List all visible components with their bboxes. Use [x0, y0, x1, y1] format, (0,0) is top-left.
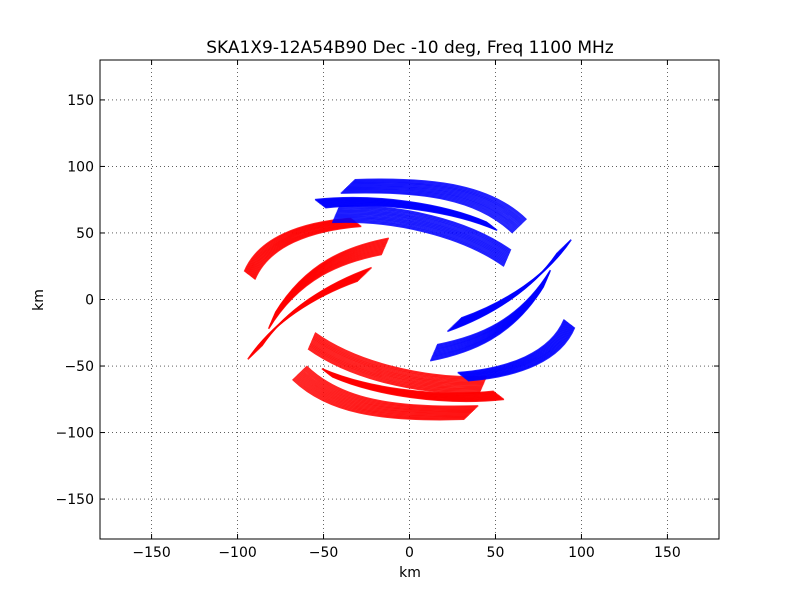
axis-ticks: [100, 60, 719, 539]
uv-track-arc: [436, 269, 552, 346]
y-tick-label: 0: [85, 293, 94, 309]
uv-track-arc: [337, 207, 511, 254]
uv-track-arc: [334, 216, 507, 262]
uv-track-arc: [338, 205, 512, 251]
y-tick-label: 150: [67, 93, 94, 109]
uv-track-arc: [309, 344, 482, 391]
uv-track-arc: [467, 327, 576, 382]
uv-track-arc: [348, 184, 521, 227]
uv-track-arc: [312, 335, 486, 382]
uv-track-arc: [335, 213, 508, 260]
uv-track-arc: [294, 376, 467, 419]
uv-track-arc: [333, 218, 506, 265]
uv-track-arc: [343, 188, 517, 231]
uv-track-arc: [308, 345, 482, 392]
uv-track-arc: [305, 365, 479, 408]
uv-track-arc: [336, 211, 509, 258]
blue-uv-tracks: [314, 178, 576, 382]
uv-track-arc: [302, 368, 476, 411]
x-tick-label: −50: [309, 545, 339, 561]
y-tick-label: 50: [76, 226, 94, 242]
x-tick-label: 150: [654, 545, 681, 561]
x-tick-label: 0: [405, 545, 414, 561]
uv-track-arc: [337, 208, 510, 255]
uv-track-arc: [308, 346, 481, 393]
uv-track-arc: [299, 371, 472, 414]
y-tick-label: −100: [56, 426, 94, 442]
x-tick-label: 50: [487, 545, 505, 561]
uv-track-arc: [332, 221, 505, 267]
x-tick-label: −100: [218, 545, 256, 561]
uv-track-arc: [292, 378, 465, 421]
uv-track-arc: [293, 377, 466, 420]
uv-track-arc: [310, 341, 483, 388]
uv-track-arc: [332, 220, 506, 266]
uv-track-arc: [267, 253, 383, 330]
uv-track-arc: [301, 369, 475, 412]
uv-track-arc: [341, 190, 515, 233]
y-axis-label: km: [31, 289, 47, 311]
chart-title: SKA1X9-12A54B90 Dec -10 deg, Freq 1100 M…: [206, 38, 614, 58]
uv-track-arc: [312, 337, 485, 383]
uv-track-arc: [311, 338, 485, 384]
uv-track-arc: [304, 366, 478, 409]
uv-track-arc: [298, 372, 471, 415]
uv-tracks: [243, 178, 576, 421]
x-axis-label: km: [399, 565, 421, 581]
x-tick-label: −150: [132, 545, 170, 561]
y-tick-label: −50: [64, 359, 94, 375]
uv-track-arc: [295, 375, 468, 418]
uv-track-arc: [353, 179, 526, 222]
uv-track-arc: [354, 178, 527, 221]
y-tick-label: −150: [56, 492, 94, 508]
uv-track-arc: [247, 280, 359, 360]
uv-track-arc: [296, 374, 469, 417]
uv-track-arc: [344, 187, 518, 230]
uv-track-arc: [333, 217, 507, 264]
uv-track-arc: [338, 206, 511, 253]
uv-track-arc: [311, 339, 484, 386]
uv-track-arc: [347, 185, 520, 228]
uv-track-arc: [349, 183, 522, 226]
uv-track-arc: [300, 370, 474, 413]
uv-track-arc: [303, 367, 477, 410]
uv-track-arc: [310, 340, 484, 387]
uv-track-arc: [313, 334, 486, 381]
uv-track-arc: [307, 348, 481, 394]
uv-track-arc: [460, 239, 572, 319]
y-tick-label: 100: [67, 159, 94, 175]
uv-track-arc: [335, 212, 509, 259]
uv-track-arc: [350, 182, 523, 225]
uv-track-arc: [297, 373, 470, 416]
axis-tick-labels: −150 −100 −50 0 50 100 150 −150 −100 −50 0 50 100 150: [56, 93, 681, 561]
uv-track-arc: [340, 191, 514, 234]
x-tick-label: 100: [568, 545, 595, 561]
uv-track-arc: [345, 186, 519, 229]
red-uv-tracks: [243, 217, 505, 421]
uv-track-arc: [309, 343, 483, 389]
uv-track-arc: [336, 210, 510, 256]
uv-track-arc: [342, 189, 516, 232]
uv-track-arc: [351, 181, 524, 224]
uv-track-arc: [352, 180, 525, 223]
uv-track-arc: [334, 215, 508, 261]
